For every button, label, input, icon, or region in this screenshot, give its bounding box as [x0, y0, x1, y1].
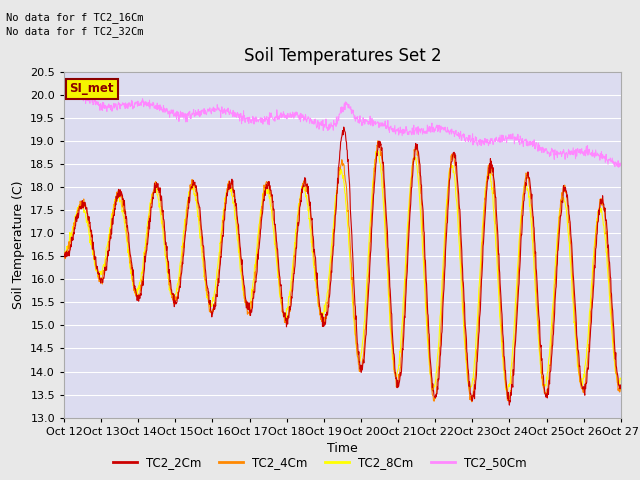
TC2_4Cm — [170, 297, 178, 302]
TC2_8Cm — [373, 148, 381, 154]
TC2_8Cm — [170, 297, 178, 303]
TC2_4Cm — [60, 252, 68, 257]
TC2_8Cm — [552, 261, 559, 266]
TC2_4Cm — [429, 393, 437, 399]
TC2_50Cm — [184, 110, 191, 116]
TC2_2Cm — [184, 209, 191, 215]
TC2_2Cm — [502, 376, 509, 382]
Line: TC2_2Cm: TC2_2Cm — [64, 127, 621, 405]
TC2_4Cm — [184, 198, 191, 204]
TC2_4Cm — [468, 399, 476, 405]
Legend: TC2_2Cm, TC2_4Cm, TC2_8Cm, TC2_50Cm: TC2_2Cm, TC2_4Cm, TC2_8Cm, TC2_50Cm — [108, 452, 532, 474]
TC2_50Cm — [614, 164, 622, 170]
TC2_4Cm — [502, 385, 510, 391]
Text: SI_met: SI_met — [70, 83, 114, 96]
Line: TC2_8Cm: TC2_8Cm — [64, 151, 621, 391]
TC2_50Cm — [502, 134, 509, 140]
Text: No data for f TC2_32Cm: No data for f TC2_32Cm — [6, 26, 144, 37]
TC2_8Cm — [429, 387, 437, 393]
TC2_2Cm — [60, 252, 68, 258]
TC2_4Cm — [552, 281, 559, 287]
TC2_50Cm — [551, 147, 559, 153]
TC2_50Cm — [429, 124, 436, 130]
TC2_2Cm — [246, 311, 254, 317]
Text: No data for f TC2_16Cm: No data for f TC2_16Cm — [6, 12, 144, 23]
Line: TC2_50Cm: TC2_50Cm — [64, 93, 621, 167]
TC2_50Cm — [60, 90, 68, 96]
TC2_2Cm — [617, 385, 625, 391]
TC2_2Cm — [552, 291, 559, 297]
X-axis label: Time: Time — [327, 442, 358, 455]
TC2_8Cm — [246, 301, 254, 307]
TC2_4Cm — [246, 305, 254, 311]
TC2_50Cm — [246, 116, 254, 122]
TC2_2Cm — [506, 402, 513, 408]
Y-axis label: Soil Temperature (C): Soil Temperature (C) — [12, 180, 25, 309]
TC2_2Cm — [170, 304, 178, 310]
TC2_50Cm — [170, 112, 178, 118]
TC2_50Cm — [617, 160, 625, 166]
Title: Soil Temperatures Set 2: Soil Temperatures Set 2 — [244, 47, 441, 65]
TC2_2Cm — [429, 388, 437, 394]
TC2_8Cm — [184, 197, 191, 203]
TC2_8Cm — [502, 387, 509, 393]
TC2_8Cm — [60, 254, 68, 260]
TC2_4Cm — [374, 138, 381, 144]
Line: TC2_4Cm: TC2_4Cm — [64, 141, 621, 402]
TC2_8Cm — [504, 388, 511, 394]
TC2_2Cm — [340, 124, 348, 130]
TC2_8Cm — [617, 375, 625, 381]
TC2_4Cm — [617, 386, 625, 392]
